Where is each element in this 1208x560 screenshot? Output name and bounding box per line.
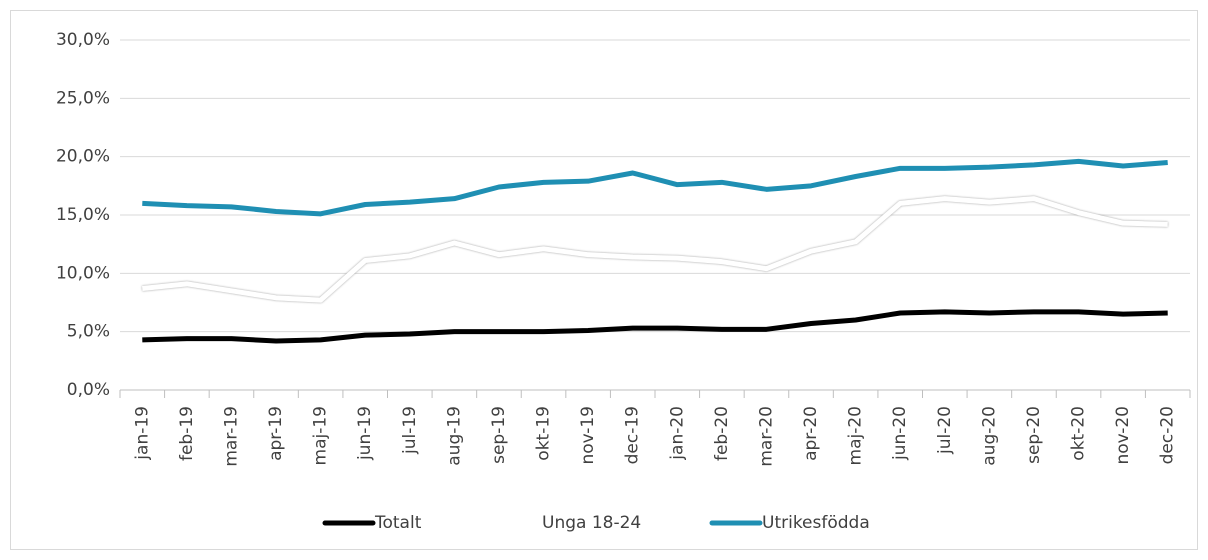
x-tick-label: aug-20 <box>979 406 999 466</box>
y-tick-label: 15,0% <box>56 205 110 225</box>
x-tick-label: mar-19 <box>221 406 241 467</box>
y-tick-label: 0,0% <box>67 380 110 400</box>
chart-border <box>10 10 1198 550</box>
x-tick-label: mar-20 <box>756 406 776 467</box>
x-tick-label: jul-19 <box>400 406 420 455</box>
x-tick-label: feb-20 <box>712 406 732 461</box>
x-tick-label: sep-19 <box>489 406 509 464</box>
y-tick-label: 10,0% <box>56 263 110 283</box>
series-line <box>142 196 1168 303</box>
x-tick-label: apr-20 <box>801 406 821 461</box>
x-tick-label: aug-19 <box>444 406 464 466</box>
x-tick-label: jun-19 <box>355 406 375 461</box>
x-tick-label: dec-20 <box>1158 406 1178 464</box>
x-tick-label: sep-20 <box>1024 406 1044 464</box>
series-line <box>142 309 1168 344</box>
legend-label: Totalt <box>374 513 422 533</box>
x-tick-label: okt-19 <box>534 406 554 461</box>
y-tick-label: 30,0% <box>56 30 110 50</box>
x-tick-label: jul-20 <box>935 406 955 455</box>
x-tick-label: feb-19 <box>177 406 197 461</box>
x-tick-label: nov-20 <box>1113 406 1133 465</box>
x-tick-label: okt-20 <box>1069 406 1089 461</box>
y-tick-label: 20,0% <box>56 147 110 167</box>
x-tick-label: jun-20 <box>890 406 910 461</box>
x-tick-label: dec-19 <box>623 406 643 464</box>
x-tick-label: jan-20 <box>667 406 687 461</box>
x-tick-label: jan-19 <box>132 406 152 461</box>
x-tick-label: nov-19 <box>578 406 598 465</box>
x-tick-label: maj-20 <box>846 406 866 465</box>
y-tick-label: 5,0% <box>67 322 110 342</box>
series-line <box>142 158 1168 217</box>
legend-label: Unga 18-24 <box>542 513 641 533</box>
legend-label: Utrikesfödda <box>762 513 870 533</box>
x-tick-label: apr-19 <box>266 406 286 461</box>
x-tick-label: maj-19 <box>311 406 331 465</box>
y-tick-label: 25,0% <box>56 88 110 108</box>
